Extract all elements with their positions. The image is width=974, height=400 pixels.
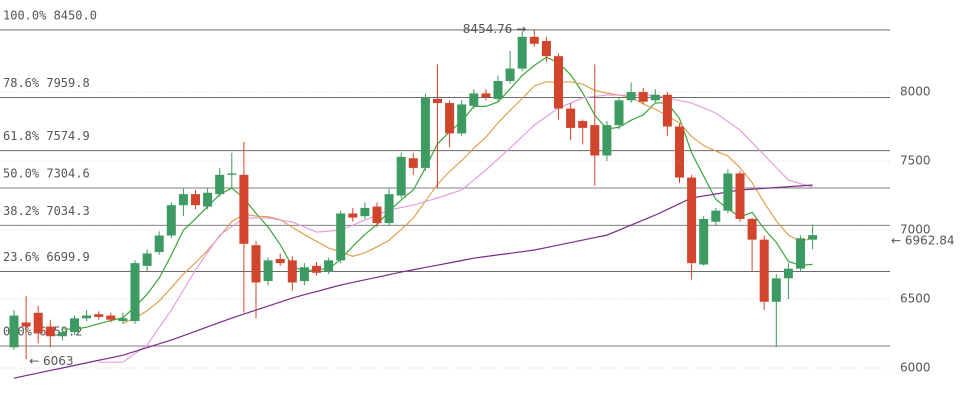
candle-body xyxy=(626,92,636,101)
fib-label: 78.6% 7959.8 xyxy=(3,76,90,90)
candle-body xyxy=(178,194,188,206)
candle-body xyxy=(783,268,793,279)
annotation: 8454.76 → xyxy=(463,22,527,36)
candle-body xyxy=(118,318,128,322)
candle-body xyxy=(299,267,309,282)
y-tick-label: 7000 xyxy=(900,223,931,237)
y-tick-label: 6500 xyxy=(900,291,931,305)
candle-body xyxy=(590,125,600,156)
moving-average-line xyxy=(13,184,813,379)
candle-body xyxy=(82,315,92,319)
candle-body xyxy=(227,173,237,175)
candle-body xyxy=(336,213,346,261)
candle-body xyxy=(638,92,648,102)
candle-body xyxy=(312,265,321,273)
candle-body xyxy=(45,326,55,337)
candle-body xyxy=(33,312,43,334)
candle-body xyxy=(94,314,104,317)
y-tick-label: 8000 xyxy=(900,85,931,99)
candle-body xyxy=(275,258,285,264)
candle-body xyxy=(699,218,709,265)
candle-body xyxy=(433,98,442,104)
annotation: ← 6063 xyxy=(29,354,73,368)
candle-body xyxy=(650,94,660,101)
candle-body xyxy=(215,174,225,195)
candle-body xyxy=(324,260,334,272)
candle-body xyxy=(808,235,818,240)
candle-body xyxy=(239,174,249,244)
candle-body xyxy=(493,80,503,99)
candle-body xyxy=(796,238,805,269)
moving-average-line xyxy=(98,94,813,363)
candle-body xyxy=(481,93,491,98)
candle-body xyxy=(191,194,200,206)
candle-body xyxy=(203,192,213,207)
candle-body xyxy=(614,100,624,126)
candle-body xyxy=(154,235,164,253)
candle-body xyxy=(21,322,31,327)
fib-label: 50.0% 7304.6 xyxy=(3,166,90,180)
candle-body xyxy=(675,126,684,178)
moving-average-line xyxy=(122,81,813,324)
candle-body xyxy=(106,315,116,320)
candle-body xyxy=(566,108,576,128)
candle-body xyxy=(541,40,551,57)
candle-body xyxy=(166,205,176,236)
candle-body xyxy=(130,263,140,322)
candle-body xyxy=(505,68,515,81)
candle-body xyxy=(396,156,406,196)
candle-body xyxy=(372,206,382,224)
candle-body xyxy=(723,173,733,211)
candle-body xyxy=(554,56,563,109)
candle-body xyxy=(142,253,152,266)
candle-body xyxy=(408,158,418,168)
candle-body xyxy=(251,245,261,283)
candle-body xyxy=(360,207,370,217)
candle-body xyxy=(457,104,467,134)
y-tick-label: 7500 xyxy=(900,154,931,168)
fib-label: 100.0% 8450.0 xyxy=(3,8,97,22)
candle-body xyxy=(747,218,757,240)
candle-body xyxy=(420,97,430,168)
candle-body xyxy=(384,194,394,224)
candle-body xyxy=(711,210,721,222)
candle-body xyxy=(578,121,588,128)
candle-body xyxy=(529,36,539,44)
candle-body xyxy=(469,93,479,106)
candle-body xyxy=(771,278,781,302)
candle-body xyxy=(9,315,19,348)
last-price-label: ← 6962.84 xyxy=(891,234,955,248)
candle-body xyxy=(263,260,273,282)
candle-body xyxy=(662,94,672,127)
candle-body xyxy=(348,213,358,218)
candle-body xyxy=(602,125,612,156)
candle-body xyxy=(445,103,455,134)
candle-body xyxy=(287,260,297,283)
fib-label: 38.2% 7034.3 xyxy=(3,204,90,218)
candle-body xyxy=(687,177,697,264)
y-tick-label: 6000 xyxy=(900,360,931,374)
candle-body xyxy=(759,239,769,302)
fib-label: 23.6% 6699.9 xyxy=(3,250,90,264)
candle-body xyxy=(735,173,745,219)
candle-body xyxy=(70,318,79,333)
fib-label: 61.8% 7574.9 xyxy=(3,129,90,143)
candle-body xyxy=(57,332,67,337)
candle-body xyxy=(517,36,527,69)
